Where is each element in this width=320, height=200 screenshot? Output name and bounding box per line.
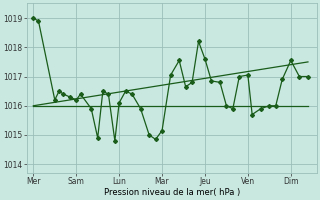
X-axis label: Pression niveau de la mer( hPa ): Pression niveau de la mer( hPa )	[104, 188, 240, 197]
